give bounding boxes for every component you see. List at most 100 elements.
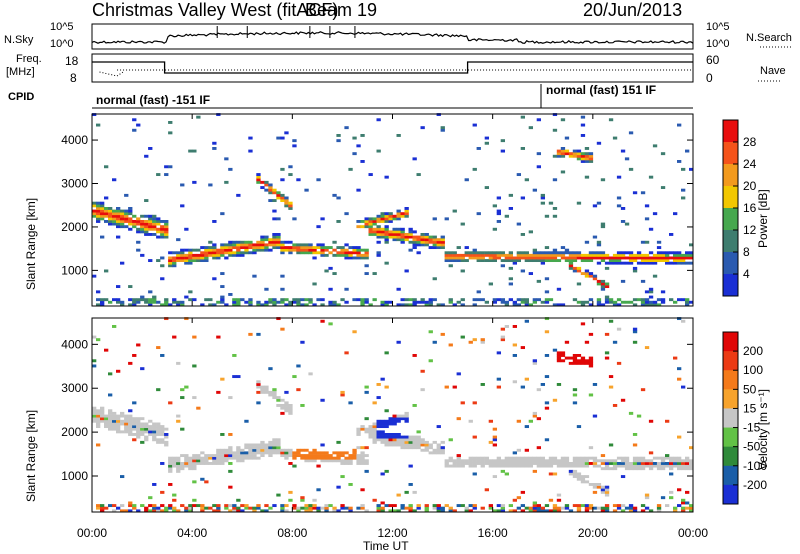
heatmap-cell [576, 504, 582, 508]
heatmap-cell [552, 459, 558, 463]
heatmap-cell [116, 419, 121, 423]
heatmap-cell [681, 298, 686, 302]
heatmap-cell [312, 454, 317, 458]
heatmap-cell [416, 251, 421, 255]
heatmap-cell [528, 259, 534, 263]
heatmap-cell [164, 298, 169, 302]
heatmap-cell [180, 259, 185, 263]
heatmap-cell [640, 191, 646, 195]
heatmap-cell [276, 193, 281, 197]
heatmap-cell [120, 214, 125, 218]
heatmap-cell [264, 183, 269, 187]
heatmap-cell [316, 246, 321, 250]
heatmap-cell [208, 253, 213, 257]
heatmap-cell [604, 295, 610, 299]
heatmap-cell [336, 440, 341, 444]
heatmap-cell [292, 217, 297, 221]
heatmap-cell [320, 454, 325, 458]
heatmap-cell [496, 209, 502, 213]
heatmap-cell [580, 154, 586, 158]
heatmap-cell [132, 225, 137, 229]
heatmap-cell [572, 149, 578, 153]
heatmap-cell [516, 259, 522, 263]
heatmap-cell [236, 498, 241, 502]
heatmap-cell [164, 222, 169, 226]
heatmap-cell [456, 246, 461, 250]
colorbar-tick-label: -15 [743, 421, 761, 435]
heatmap-cell [677, 253, 682, 257]
heatmap-cell [504, 464, 510, 468]
heatmap-cell [480, 506, 485, 510]
heatmap-cell [140, 425, 145, 429]
heatmap-cell [388, 509, 393, 513]
heatmap-cell [384, 214, 389, 218]
heatmap-cell [448, 251, 453, 255]
heatmap-cell [260, 303, 265, 307]
heatmap-cell [96, 417, 101, 421]
heatmap-cell [332, 303, 337, 307]
heatmap-cell [444, 253, 449, 257]
heatmap-cell [364, 225, 369, 229]
heatmap-cell [476, 298, 481, 302]
heatmap-cell [200, 462, 205, 465]
heatmap-cell [376, 438, 381, 442]
heatmap-cell [652, 274, 658, 278]
heatmap-cell [92, 409, 97, 413]
heatmap-cell [516, 506, 522, 510]
heatmap-cell [300, 248, 305, 252]
heatmap-cell [160, 233, 165, 236]
heatmap-cell [488, 504, 494, 508]
nsky-trace [91, 26, 694, 44]
heatmap-cell [196, 504, 201, 508]
heatmap-cell [308, 243, 313, 247]
heatmap-cell [116, 430, 121, 434]
heatmap-cell [188, 251, 193, 255]
heatmap-cell [320, 398, 325, 402]
heatmap-cell [228, 485, 233, 489]
heatmap-cell [576, 509, 582, 513]
heatmap-cell [420, 369, 425, 373]
heatmap-cell [168, 264, 173, 268]
heatmap-cell [100, 300, 105, 304]
heatmap-cell [608, 467, 614, 471]
heatmap-cell [632, 467, 638, 471]
heatmap-cell [624, 464, 630, 468]
heatmap-cell [156, 227, 161, 231]
heatmap-cell [356, 433, 361, 436]
heatmap-cell [516, 419, 522, 423]
heatmap-cell [168, 506, 173, 510]
heatmap-cell [252, 248, 257, 252]
heatmap-cell [108, 414, 113, 418]
heatmap-cell [544, 290, 550, 294]
heatmap-cell [276, 233, 281, 236]
heatmap-cell [524, 298, 530, 302]
heatmap-cell [276, 440, 281, 444]
heatmap-cell [540, 383, 546, 386]
heatmap-cell [500, 509, 506, 513]
heatmap-cell [576, 154, 582, 158]
heatmap-cell [544, 251, 550, 255]
heatmap-cell [136, 430, 141, 434]
heatmap-cell [156, 222, 161, 226]
heatmap-cell [420, 240, 425, 244]
heatmap-cell [164, 506, 169, 510]
heatmap-cell [316, 456, 321, 460]
heatmap-cell [681, 467, 686, 471]
heatmap-cell [624, 459, 630, 463]
heatmap-cell [248, 451, 253, 455]
heatmap-cell [172, 256, 177, 260]
heatmap-cell [456, 300, 461, 304]
heatmap-cell [360, 134, 365, 137]
heatmap-cell [168, 459, 173, 463]
heatmap-cell [689, 251, 694, 255]
heatmap-cell [160, 235, 165, 239]
heatmap-cell [520, 504, 526, 508]
heatmap-cell [124, 427, 129, 431]
heatmap-cell [376, 430, 381, 434]
heatmap-cell [673, 253, 678, 257]
heatmap-cell [416, 438, 421, 442]
heatmap-cell [588, 456, 594, 460]
heatmap-cell [608, 375, 614, 379]
heatmap-cell [288, 207, 293, 210]
heatmap-cell [644, 459, 650, 463]
